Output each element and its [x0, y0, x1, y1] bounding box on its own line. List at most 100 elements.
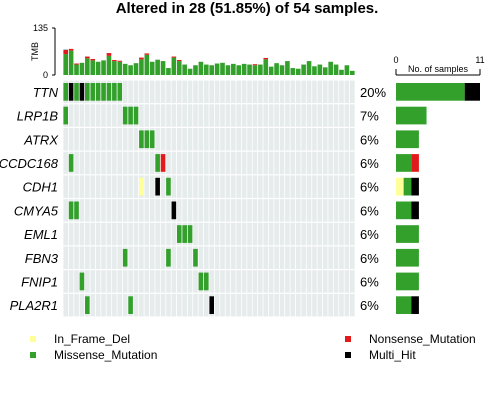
matrix-cell	[101, 270, 106, 293]
tmb-bar	[68, 50, 74, 75]
matrix-cell	[290, 246, 296, 269]
tmb-bar	[306, 61, 312, 75]
tmb-bar	[176, 60, 182, 62]
tmb-bar	[252, 64, 258, 66]
matrix-cell	[349, 270, 355, 293]
matrix-cell	[344, 151, 350, 175]
gene-percent: 6%	[360, 180, 379, 195]
tmb-bar	[349, 70, 355, 75]
tmb-bar	[155, 59, 160, 75]
matrix-cell	[344, 104, 350, 127]
matrix-cell	[214, 199, 220, 222]
matrix-cell	[268, 222, 274, 246]
mutation-cell	[193, 248, 198, 267]
matrix-cell	[160, 246, 166, 269]
matrix-cell	[133, 175, 139, 198]
tmb-bar-chart	[63, 48, 355, 75]
matrix-cell	[128, 80, 133, 104]
matrix-cell	[112, 246, 117, 269]
mutation-cell	[198, 272, 204, 291]
matrix-cell	[209, 270, 215, 293]
tmb-bar	[63, 54, 69, 75]
matrix-cell	[133, 222, 139, 246]
matrix-cell	[90, 222, 96, 246]
matrix-cell	[122, 222, 128, 246]
tmb-bar	[85, 58, 90, 75]
matrix-cell	[176, 293, 182, 317]
matrix-cell	[247, 104, 252, 127]
mutation-cell	[139, 130, 144, 149]
matrix-cell	[149, 104, 155, 127]
count-axis-label: No. of samples	[408, 64, 469, 74]
matrix-cell	[328, 80, 333, 104]
matrix-cell	[220, 128, 225, 151]
matrix-cell	[144, 222, 150, 246]
matrix-cell	[263, 104, 269, 127]
mutation-cell	[187, 225, 193, 243]
matrix-cell	[279, 270, 285, 293]
matrix-cell	[85, 199, 90, 222]
matrix-cell	[349, 246, 355, 269]
matrix-cell	[220, 222, 225, 246]
matrix-cell	[306, 222, 312, 246]
matrix-cell	[155, 80, 160, 104]
matrix-cell	[95, 293, 101, 317]
matrix-cell	[203, 80, 209, 104]
matrix-cell	[144, 199, 150, 222]
sample-count-bar	[396, 154, 412, 172]
matrix-cell	[236, 293, 242, 317]
matrix-cell	[339, 199, 344, 222]
matrix-cell	[117, 199, 123, 222]
matrix-cell	[268, 128, 274, 151]
legend-swatch	[30, 352, 36, 358]
matrix-cell	[274, 104, 279, 127]
matrix-cell	[101, 175, 106, 198]
mutation-cell	[63, 106, 69, 125]
matrix-cell	[198, 293, 204, 317]
matrix-cell	[285, 293, 290, 317]
matrix-cell	[231, 246, 236, 269]
matrix-cell	[231, 293, 236, 317]
matrix-cell	[247, 246, 252, 269]
matrix-cell	[317, 128, 323, 151]
matrix-cell	[176, 151, 182, 175]
matrix-cell	[344, 80, 350, 104]
matrix-cell	[241, 175, 247, 198]
matrix-cell	[214, 222, 220, 246]
tmb-bar	[74, 64, 79, 75]
matrix-cell	[285, 104, 290, 127]
matrix-cell	[252, 151, 258, 175]
matrix-cell	[74, 128, 79, 151]
matrix-cell	[209, 175, 215, 198]
matrix-cell	[193, 80, 198, 104]
sample-count-bar	[396, 130, 419, 149]
matrix-cell	[95, 128, 101, 151]
matrix-cell	[312, 151, 317, 175]
gene-percent: 6%	[360, 156, 379, 171]
matrix-cell	[349, 222, 355, 246]
tmb-bar	[344, 65, 350, 75]
matrix-cell	[166, 199, 171, 222]
matrix-cell	[301, 270, 306, 293]
gene-label: ATRX	[23, 132, 59, 147]
matrix-cell	[203, 222, 209, 246]
matrix-cell	[74, 270, 79, 293]
matrix-cell	[203, 128, 209, 151]
matrix-cell	[236, 199, 242, 222]
matrix-cell	[231, 151, 236, 175]
matrix-cell	[252, 199, 258, 222]
matrix-cell	[122, 128, 128, 151]
matrix-cell	[306, 175, 312, 198]
mutation-cell	[122, 248, 128, 267]
matrix-cell	[301, 175, 306, 198]
matrix-cell	[133, 151, 139, 175]
matrix-cell	[247, 128, 252, 151]
matrix-cell	[263, 199, 269, 222]
mutation-cell	[203, 272, 209, 291]
sample-count-bar	[411, 296, 419, 314]
matrix-cell	[187, 175, 193, 198]
gene-percent: 7%	[360, 109, 379, 124]
matrix-cell	[295, 199, 301, 222]
matrix-cell	[106, 246, 112, 269]
matrix-cell	[258, 222, 263, 246]
